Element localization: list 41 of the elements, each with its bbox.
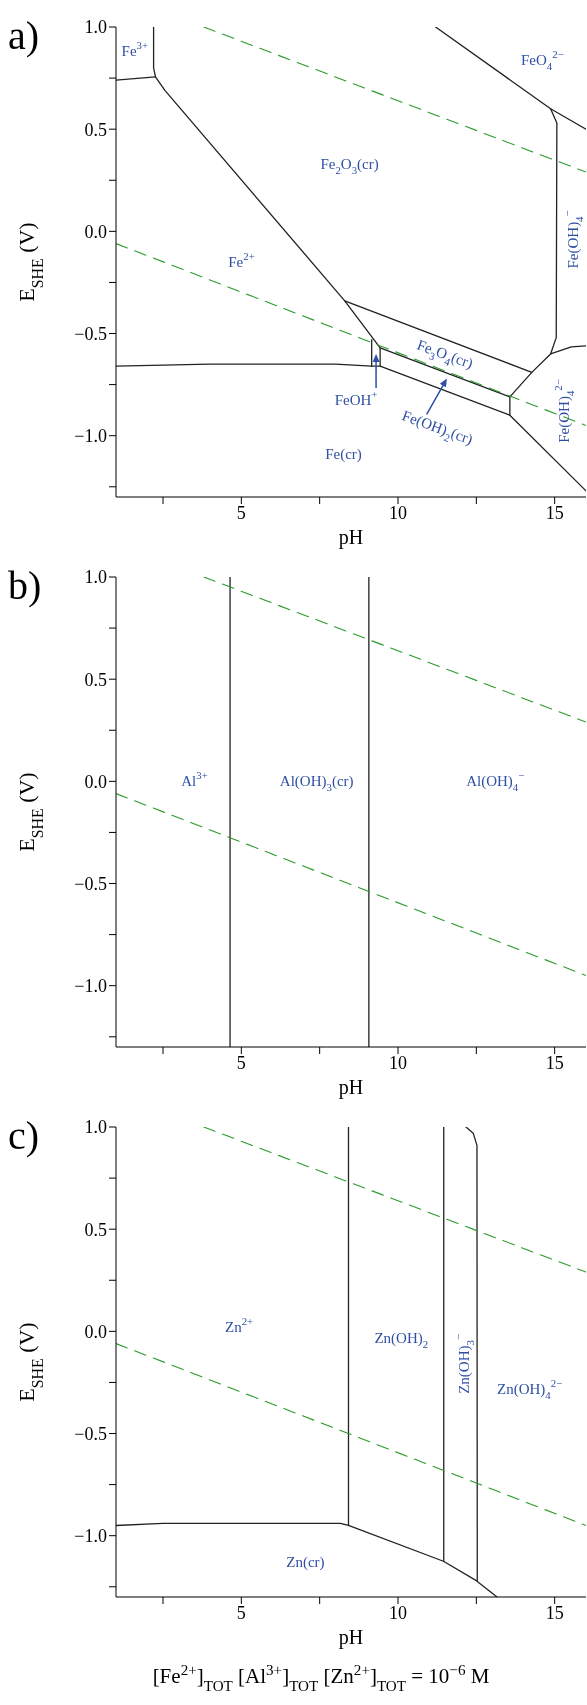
x-tick-label: 15 bbox=[545, 1052, 564, 1073]
y-tick-label: 0.5 bbox=[84, 1219, 107, 1240]
y-tick-label: −0.5 bbox=[74, 323, 107, 344]
annotation: Zn$^{2+}$ bbox=[225, 1315, 254, 1336]
y-tick-label: 0.0 bbox=[84, 1321, 107, 1342]
annotation: Zn(cr) bbox=[286, 1554, 325, 1572]
chart-title: c) bbox=[8, 1113, 40, 1158]
y-tick-label: 1.0 bbox=[84, 1117, 107, 1138]
x-tick-label: 10 bbox=[389, 1052, 407, 1073]
x-axis-title: pH bbox=[338, 526, 364, 549]
y-tick-label: −0.5 bbox=[74, 1423, 107, 1444]
x-tick-label: 15 bbox=[545, 1602, 564, 1623]
annotation: Fe$_{2}$O$_{3}$(cr) bbox=[320, 155, 379, 176]
y-tick-label: 1.0 bbox=[84, 17, 107, 38]
y-tick-label: −1.0 bbox=[74, 1526, 107, 1547]
y-tick-label: 0.0 bbox=[84, 771, 107, 792]
x-tick-label: 10 bbox=[389, 502, 407, 523]
y-tick-label: −1.0 bbox=[74, 976, 107, 997]
x-tick-label: 5 bbox=[236, 1052, 246, 1073]
x-tick-label: 5 bbox=[236, 502, 246, 523]
x-tick-label: 15 bbox=[545, 502, 564, 523]
x-axis-title: pH bbox=[338, 1076, 364, 1099]
annotation: FeOH$^{+}$ bbox=[334, 387, 378, 408]
y-tick-label: −1.0 bbox=[74, 426, 107, 447]
y-tick-label: 0.0 bbox=[84, 221, 107, 242]
x-axis-title: pH bbox=[338, 1626, 364, 1649]
chart-title: a) bbox=[8, 13, 40, 58]
y-tick-label: 0.5 bbox=[84, 669, 107, 690]
annotation: Al(OH)$_{3}$(cr) bbox=[279, 773, 354, 794]
annotation: Al$^{3+}$ bbox=[181, 769, 208, 790]
x-tick-label: 5 bbox=[236, 1602, 246, 1623]
y-tick-label: −0.5 bbox=[74, 873, 107, 894]
annotation: Zn(OH)$_{2}$ bbox=[374, 1329, 429, 1350]
x-tick-label: 10 bbox=[389, 1602, 407, 1623]
annotation: Fe$^{3+}$ bbox=[121, 39, 149, 60]
annotation: Fe(cr) bbox=[325, 446, 362, 464]
y-tick-label: 1.0 bbox=[84, 567, 107, 588]
chart-title: b) bbox=[8, 563, 42, 608]
annotation: Fe$^{2+}$ bbox=[228, 250, 255, 270]
text: [Fe$^{2+}$]$_{TOT}$ [Al$^{3+}$]$_{TOT}$ [Zn$^{2+}$]$_{TOT}$ = 10$^{−6}$ M bbox=[152, 1662, 490, 1694]
y-tick-label: 0.5 bbox=[84, 119, 107, 140]
